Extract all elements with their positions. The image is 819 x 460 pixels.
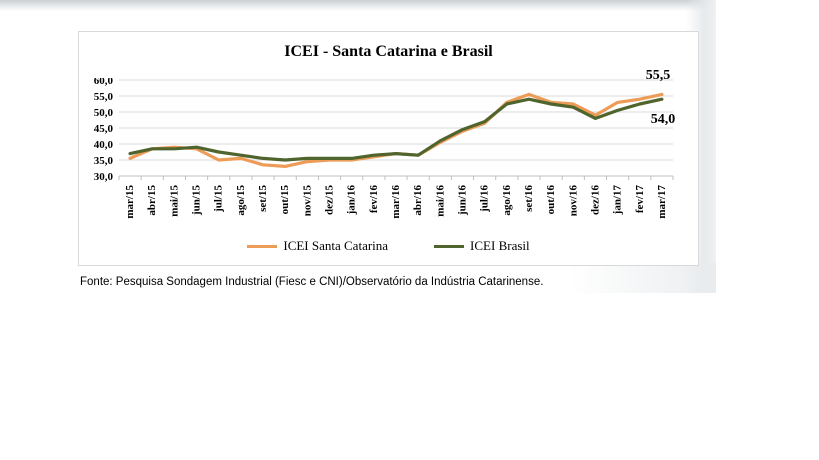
svg-text:fev/16: fev/16	[368, 185, 380, 214]
svg-text:60,0: 60,0	[94, 78, 114, 87]
svg-text:mai/15: mai/15	[168, 185, 180, 217]
chart-panel: ICEI - Santa Catarina e Brasil 30,0 35,0 4…	[78, 31, 699, 266]
svg-text:30,0: 30,0	[94, 171, 114, 183]
svg-text:jun/15: jun/15	[191, 185, 203, 216]
chart-title: ICEI - Santa Catarina e Brasil	[284, 43, 493, 60]
svg-text:set/15: set/15	[257, 185, 269, 212]
svg-text:out/16: out/16	[545, 185, 557, 215]
data-label-santa-catarina: 55,5	[645, 68, 671, 83]
legend-item-santa-catarina: ICEI Santa Catarina	[247, 238, 388, 254]
svg-text:jun/16: jun/16	[456, 185, 468, 216]
svg-text:jan/16: jan/16	[346, 185, 358, 216]
legend-label-santa-catarina: ICEI Santa Catarina	[283, 238, 389, 253]
svg-text:out/15: out/15	[279, 185, 291, 215]
svg-text:nov/16: nov/16	[567, 185, 579, 217]
svg-text:set/16: set/16	[523, 185, 535, 212]
svg-text:45,0: 45,0	[94, 123, 114, 135]
svg-text:dez/15: dez/15	[324, 185, 336, 215]
legend-line-swatch-green	[434, 244, 465, 248]
svg-text:ago/16: ago/16	[501, 185, 513, 216]
svg-text:jul/15: jul/15	[213, 185, 225, 213]
svg-text:mar/17: mar/17	[656, 185, 668, 219]
document-page: ICEI - Santa Catarina e Brasil 30,0 35,0 4…	[0, 0, 716, 293]
svg-text:nov/15: nov/15	[301, 185, 313, 217]
svg-text:35,0: 35,0	[94, 155, 114, 167]
data-label-brasil: 54,0	[650, 112, 676, 127]
legend-item-brasil: ICEI Brasil	[434, 238, 530, 254]
legend-line-swatch-orange	[247, 244, 278, 248]
chart-legend: ICEI Santa Catarina ICEI Brasil	[79, 238, 698, 254]
svg-text:dez/16: dez/16	[589, 185, 601, 215]
svg-text:40,0: 40,0	[94, 139, 114, 151]
svg-text:jan/17: jan/17	[612, 185, 624, 216]
svg-text:mar/16: mar/16	[390, 185, 402, 219]
source-note: Fonte: Pesquisa Sondagem Industrial (Fie…	[80, 276, 544, 288]
svg-text:abr/15: abr/15	[146, 185, 158, 216]
svg-text:jul/16: jul/16	[479, 185, 491, 213]
svg-text:fev/17: fev/17	[634, 185, 646, 214]
legend-label-brasil: ICEI Brasil	[470, 238, 530, 253]
svg-text:50,0: 50,0	[94, 107, 114, 119]
svg-text:55,0: 55,0	[94, 91, 114, 103]
svg-text:abr/16: abr/16	[412, 185, 424, 216]
svg-text:mai/16: mai/16	[434, 185, 446, 217]
svg-text:mar/15: mar/15	[124, 185, 136, 219]
chart-svg: 30,0 35,0 40,0 45,0 50,0 55,0 60,0 mar/15 abr/15…	[94, 78, 674, 219]
svg-text:ago/15: ago/15	[235, 185, 247, 216]
page-bottom-right-shadow	[556, 263, 716, 293]
page-top-shadow	[0, 0, 716, 11]
